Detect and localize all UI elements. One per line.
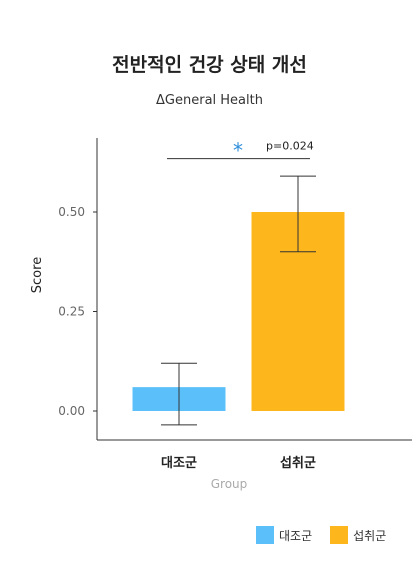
y-axis-label: Score bbox=[30, 257, 45, 293]
x-tick-label: 섭취군 bbox=[280, 455, 316, 471]
legend-label-control: 대조군 bbox=[279, 528, 313, 543]
x-tick-label: 대조군 bbox=[161, 456, 197, 471]
chart-title: 전반적인 건강 상태 개선 bbox=[112, 54, 307, 76]
y-tick-label: 0.50 bbox=[58, 205, 85, 219]
x-axis-label: Group bbox=[211, 477, 248, 491]
chart-subtitle: ΔGeneral Health bbox=[156, 93, 263, 108]
legend: 대조군 섭취군 bbox=[256, 526, 386, 544]
legend-swatch-control bbox=[256, 526, 274, 544]
legend-label-intake: 섭취군 bbox=[353, 528, 387, 543]
p-value-label: p=0.024 bbox=[266, 140, 314, 153]
y-tick-label: 0.00 bbox=[58, 404, 85, 418]
legend-item-control: 대조군 bbox=[256, 526, 312, 544]
legend-swatch-intake bbox=[330, 526, 349, 544]
legend-item-intake: 섭취군 bbox=[330, 526, 386, 544]
y-tick-label: 0.25 bbox=[58, 305, 85, 319]
significance-star: * bbox=[233, 139, 243, 163]
